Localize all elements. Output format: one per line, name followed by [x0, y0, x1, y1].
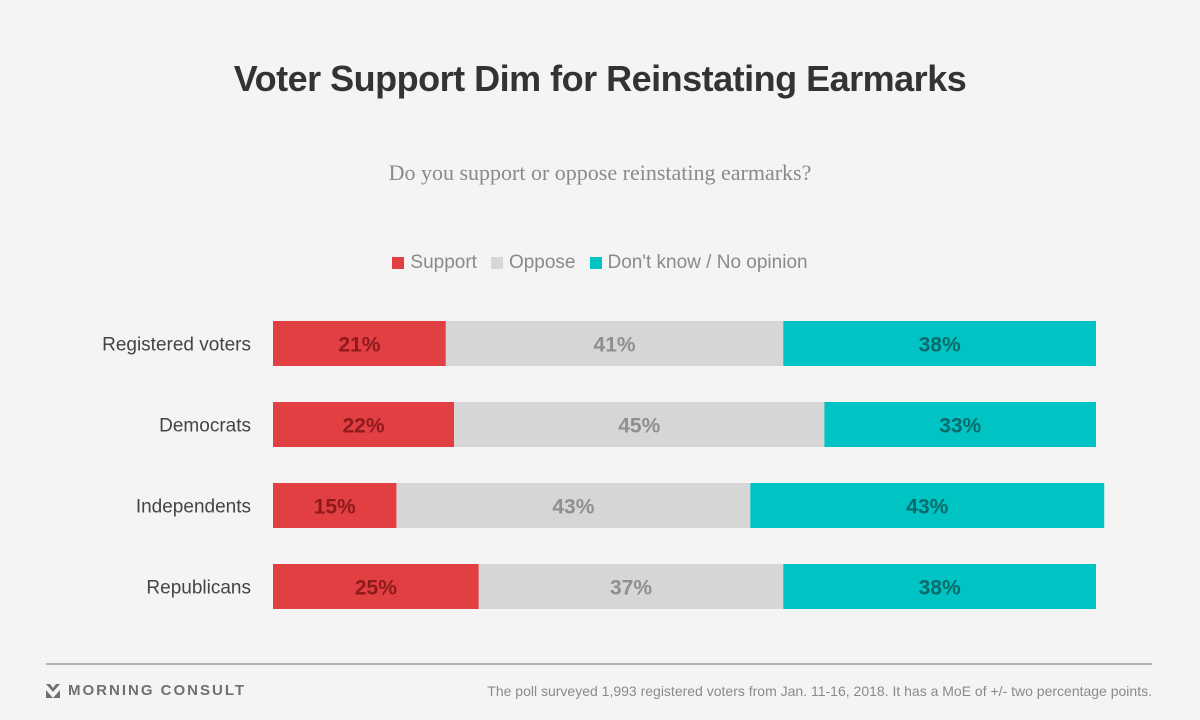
legend-swatch-oppose — [490, 257, 503, 269]
legend-label-oppose: Oppose — [508, 252, 576, 273]
brand-logo: MORNING CONSULT — [46, 682, 246, 699]
data-label-support: 21% — [338, 334, 380, 357]
bar-row-republicans: Republicans 25% 37% 38% — [146, 564, 1096, 609]
bar-row-registered-voters: Registered voters 21% 41% 38% — [102, 321, 1096, 366]
legend-item-support: Support — [392, 252, 477, 274]
legend-label-dont-know: Don't know / No opinion — [607, 252, 808, 273]
bar-row-independents: Independents 15% 43% 43% — [136, 483, 1105, 528]
chart-subtitle: Do you support or oppose reinstating ear… — [388, 160, 812, 185]
bar-segment-support — [273, 321, 446, 366]
legend-label-support: Support — [410, 252, 477, 273]
chart-title: Voter Support Dim for Reinstating Earmar… — [233, 58, 967, 99]
legend-item-dont-know: Don't know / No opinion — [589, 252, 808, 274]
data-label-don-t-know-no-opinion: 38% — [919, 577, 961, 600]
bar-segment-don-t-know-no-opinion — [783, 321, 1096, 366]
data-label-support: 15% — [314, 496, 356, 519]
legend-item-oppose: Oppose — [490, 252, 576, 274]
category-label: Independents — [136, 497, 251, 518]
bar-segment-support — [273, 564, 479, 609]
data-label-don-t-know-no-opinion: 38% — [919, 334, 961, 357]
legend-swatch-dont-know — [589, 257, 602, 269]
data-label-oppose: 41% — [594, 334, 636, 357]
data-label-support: 22% — [343, 415, 385, 438]
data-label-don-t-know-no-opinion: 43% — [906, 496, 948, 519]
bar-segment-don-t-know-no-opinion — [783, 564, 1096, 609]
bar-segment-oppose — [396, 483, 751, 528]
bar-segment-don-t-know-no-opinion — [750, 483, 1105, 528]
bar-segment-support — [273, 402, 455, 447]
data-label-oppose: 37% — [610, 577, 652, 600]
footer-divider — [46, 663, 1152, 665]
morning-consult-logo-icon — [46, 683, 60, 698]
bar-row-democrats: Democrats 22% 45% 33% — [159, 402, 1096, 447]
data-label-oppose: 45% — [618, 415, 660, 438]
category-label: Registered voters — [102, 335, 251, 356]
legend: Support Oppose Don't know / No opinion — [0, 252, 1200, 274]
bar-segment-don-t-know-no-opinion — [824, 402, 1096, 447]
legend-swatch-support — [392, 257, 405, 269]
methodology-note: The poll surveyed 1,993 registered voter… — [487, 683, 1152, 699]
bar-segment-oppose — [478, 564, 784, 609]
bar-segment-oppose — [445, 321, 784, 366]
brand-name: MORNING CONSULT — [68, 682, 247, 699]
bar-segment-oppose — [454, 402, 825, 447]
data-label-oppose: 43% — [552, 496, 594, 519]
bar-segment-support — [273, 483, 397, 528]
data-label-support: 25% — [355, 577, 397, 600]
data-label-don-t-know-no-opinion: 33% — [939, 415, 981, 438]
category-label: Democrats — [159, 416, 251, 437]
category-label: Republicans — [146, 578, 251, 599]
